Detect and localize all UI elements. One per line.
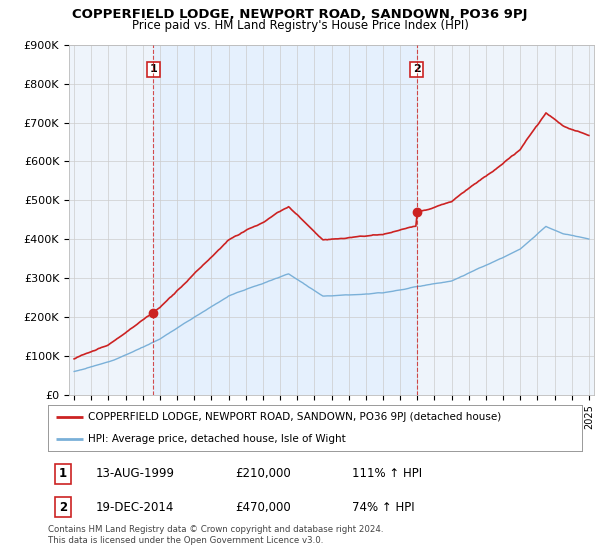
Text: COPPERFIELD LODGE, NEWPORT ROAD, SANDOWN, PO36 9PJ (detached house): COPPERFIELD LODGE, NEWPORT ROAD, SANDOWN…	[88, 412, 502, 422]
Text: 13-AUG-1999: 13-AUG-1999	[96, 467, 175, 480]
Text: 19-DEC-2014: 19-DEC-2014	[96, 501, 175, 514]
Text: 1: 1	[59, 467, 67, 480]
Text: 2: 2	[59, 501, 67, 514]
Text: £210,000: £210,000	[235, 467, 290, 480]
Text: Contains HM Land Registry data © Crown copyright and database right 2024.
This d: Contains HM Land Registry data © Crown c…	[48, 525, 383, 545]
Text: 2: 2	[413, 64, 421, 74]
Text: 74% ↑ HPI: 74% ↑ HPI	[352, 501, 415, 514]
Text: HPI: Average price, detached house, Isle of Wight: HPI: Average price, detached house, Isle…	[88, 435, 346, 444]
Text: £470,000: £470,000	[235, 501, 290, 514]
Text: Price paid vs. HM Land Registry's House Price Index (HPI): Price paid vs. HM Land Registry's House …	[131, 19, 469, 32]
Text: COPPERFIELD LODGE, NEWPORT ROAD, SANDOWN, PO36 9PJ: COPPERFIELD LODGE, NEWPORT ROAD, SANDOWN…	[72, 8, 528, 21]
Text: 1: 1	[149, 64, 157, 74]
Bar	[154, 45, 417, 395]
Text: 111% ↑ HPI: 111% ↑ HPI	[352, 467, 422, 480]
